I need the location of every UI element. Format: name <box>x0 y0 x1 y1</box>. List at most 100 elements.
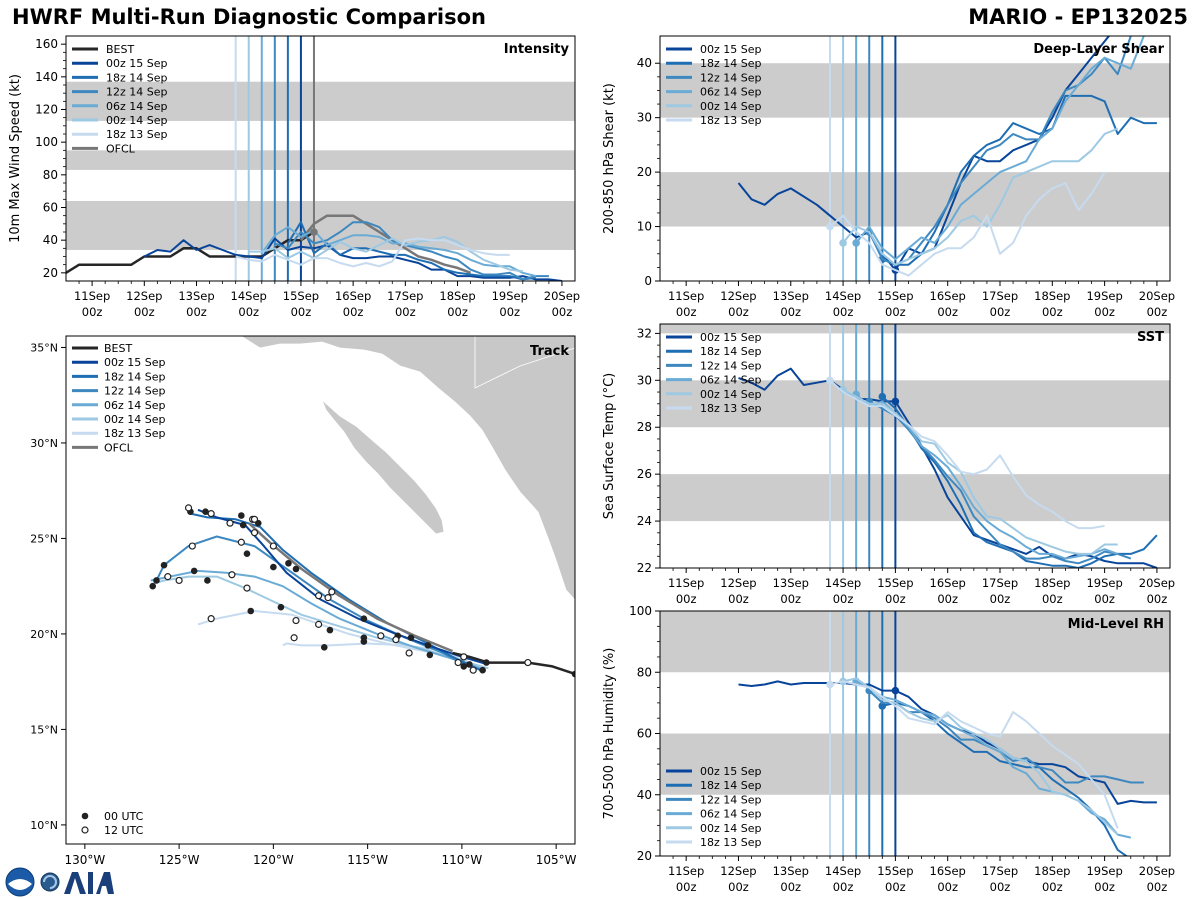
legend-label: 18z 14 Sep <box>104 370 166 383</box>
x-tick-hour: 00z <box>833 305 854 319</box>
x-tick-hour: 00z <box>1094 305 1115 319</box>
track-point-00utc <box>466 661 473 668</box>
legend-label: 18z 13 Sep <box>700 114 762 127</box>
legend-label: OFCL <box>106 142 136 155</box>
track-frame <box>65 335 576 845</box>
y-tick-label: 10°N <box>30 819 58 832</box>
legend-label: BEST <box>106 43 134 56</box>
x-tick-date: 19Sep <box>492 289 528 303</box>
legend-marker-12utc <box>81 826 89 834</box>
y-axis-label: 200-850 hPa Shear (kt) <box>602 83 617 234</box>
x-tick-label: 120°W <box>253 853 294 867</box>
legend-label: 12z 14 Sep <box>104 385 166 398</box>
x-tick-hour: 00z <box>1147 305 1168 319</box>
y-tick-label: 40 <box>637 788 652 802</box>
track-point-12utc <box>377 632 385 640</box>
mainland-shape <box>240 336 575 601</box>
y-axis-label: 700-500 hPa Humidity (%) <box>602 648 617 820</box>
y-tick-label: 20°N <box>30 628 58 641</box>
track-point-00utc <box>153 577 160 584</box>
legend-label: 00z 15 Sep <box>700 43 762 56</box>
x-tick-hour: 00z <box>780 592 801 606</box>
x-tick-date: 12Sep <box>126 289 162 303</box>
x-tick-hour: 00z <box>395 305 416 319</box>
x-tick-hour: 00z <box>885 880 906 894</box>
series-line <box>829 379 1105 530</box>
series-line <box>881 395 1158 568</box>
legend-label: 06z 14 Sep <box>700 86 762 99</box>
series-line <box>868 36 1132 266</box>
x-tick-hour: 00z <box>937 592 958 606</box>
track-point-12utc <box>243 584 251 592</box>
y-tick-label: 120 <box>35 103 58 117</box>
x-tick-hour: 00z <box>82 305 103 319</box>
panel-title: Intensity <box>504 42 570 57</box>
legend-label: 00z 15 Sep <box>700 765 762 778</box>
track-point-00utc <box>190 567 198 575</box>
x-tick-date: 18Sep <box>1034 289 1070 303</box>
track-point-12utc <box>237 538 245 546</box>
track-point-12utc <box>454 658 462 667</box>
main-title: HWRF Multi-Run Diagnostic Comparison <box>12 5 487 29</box>
x-tick-date: 16Sep <box>335 289 371 303</box>
x-tick-hour: 00z <box>134 305 155 319</box>
x-tick-date: 12Sep <box>720 864 756 878</box>
storm-title: MARIO - EP132025 <box>968 5 1188 29</box>
x-tick-hour: 00z <box>1042 305 1063 319</box>
x-tick-label: 125°W <box>159 853 200 867</box>
x-tick-date: 19Sep <box>1086 576 1122 590</box>
track-point-12utc <box>292 616 300 625</box>
track-line <box>248 522 453 653</box>
shaded-band <box>660 611 1170 673</box>
legend-label: 18z 13 Sep <box>700 402 762 415</box>
shear-panel: 0 10 20 30 40 200-850 hPa Shear (kt) 11Sep 00z 1… <box>602 35 1175 319</box>
series-line <box>235 237 510 268</box>
track-point-12utc <box>328 588 336 596</box>
y-tick-label: 80 <box>43 168 58 182</box>
track-point-00utc <box>407 634 415 642</box>
x-tick-date: 14Sep <box>231 289 267 303</box>
y-tick-label: 20 <box>637 849 652 863</box>
legend-label: 12z 14 Sep <box>700 71 762 84</box>
track-point-12utc <box>315 620 323 628</box>
track-line <box>197 508 489 666</box>
init-marker <box>878 702 887 710</box>
baja-peninsula-shape <box>321 399 445 535</box>
x-tick-date: 13Sep <box>178 289 214 303</box>
x-tick-date: 11Sep <box>668 289 704 303</box>
panel-title: SST <box>1137 330 1164 345</box>
series-line <box>248 235 523 273</box>
y-tick-label: 25°N <box>30 532 58 545</box>
legend-label: 00z 14 Sep <box>106 114 168 127</box>
x-tick-hour: 00z <box>1042 592 1063 606</box>
x-tick-date: 11Sep <box>74 289 110 303</box>
track-point-00utc <box>479 666 486 674</box>
x-tick-date: 17Sep <box>387 289 423 303</box>
track-point-00utc <box>160 561 168 569</box>
series-line <box>842 388 1118 555</box>
init-marker <box>878 392 887 401</box>
y-tick-label: 26 <box>637 467 652 481</box>
intensity-plot-area <box>66 36 575 281</box>
series-line <box>868 689 1144 784</box>
y-tick-label: 24 <box>637 514 652 528</box>
x-tick-date: 19Sep <box>1086 289 1122 303</box>
x-tick-hour: 00z <box>1094 880 1115 894</box>
noaa-logo <box>5 867 35 897</box>
track-point-12utc <box>290 634 298 642</box>
track-point-00utc <box>285 559 292 567</box>
x-tick-label: 110°W <box>441 853 482 867</box>
y-tick-label: 20 <box>43 266 58 280</box>
x-tick-date: 16Sep <box>930 864 966 878</box>
init-marker <box>826 222 834 231</box>
track-point-00utc <box>320 643 328 651</box>
legend-label: 18z 13 Sep <box>106 128 168 141</box>
legend-label: 12z 14 Sep <box>700 359 762 372</box>
track-point-00utc <box>247 607 255 615</box>
x-tick-label: 115°W <box>347 853 388 867</box>
x-tick-hour: 00z <box>238 305 259 319</box>
legend-label: 12z 14 Sep <box>700 793 762 806</box>
x-tick-date: 13Sep <box>773 864 809 878</box>
track-point-12utc <box>315 592 323 600</box>
track-point-00utc <box>292 565 300 573</box>
